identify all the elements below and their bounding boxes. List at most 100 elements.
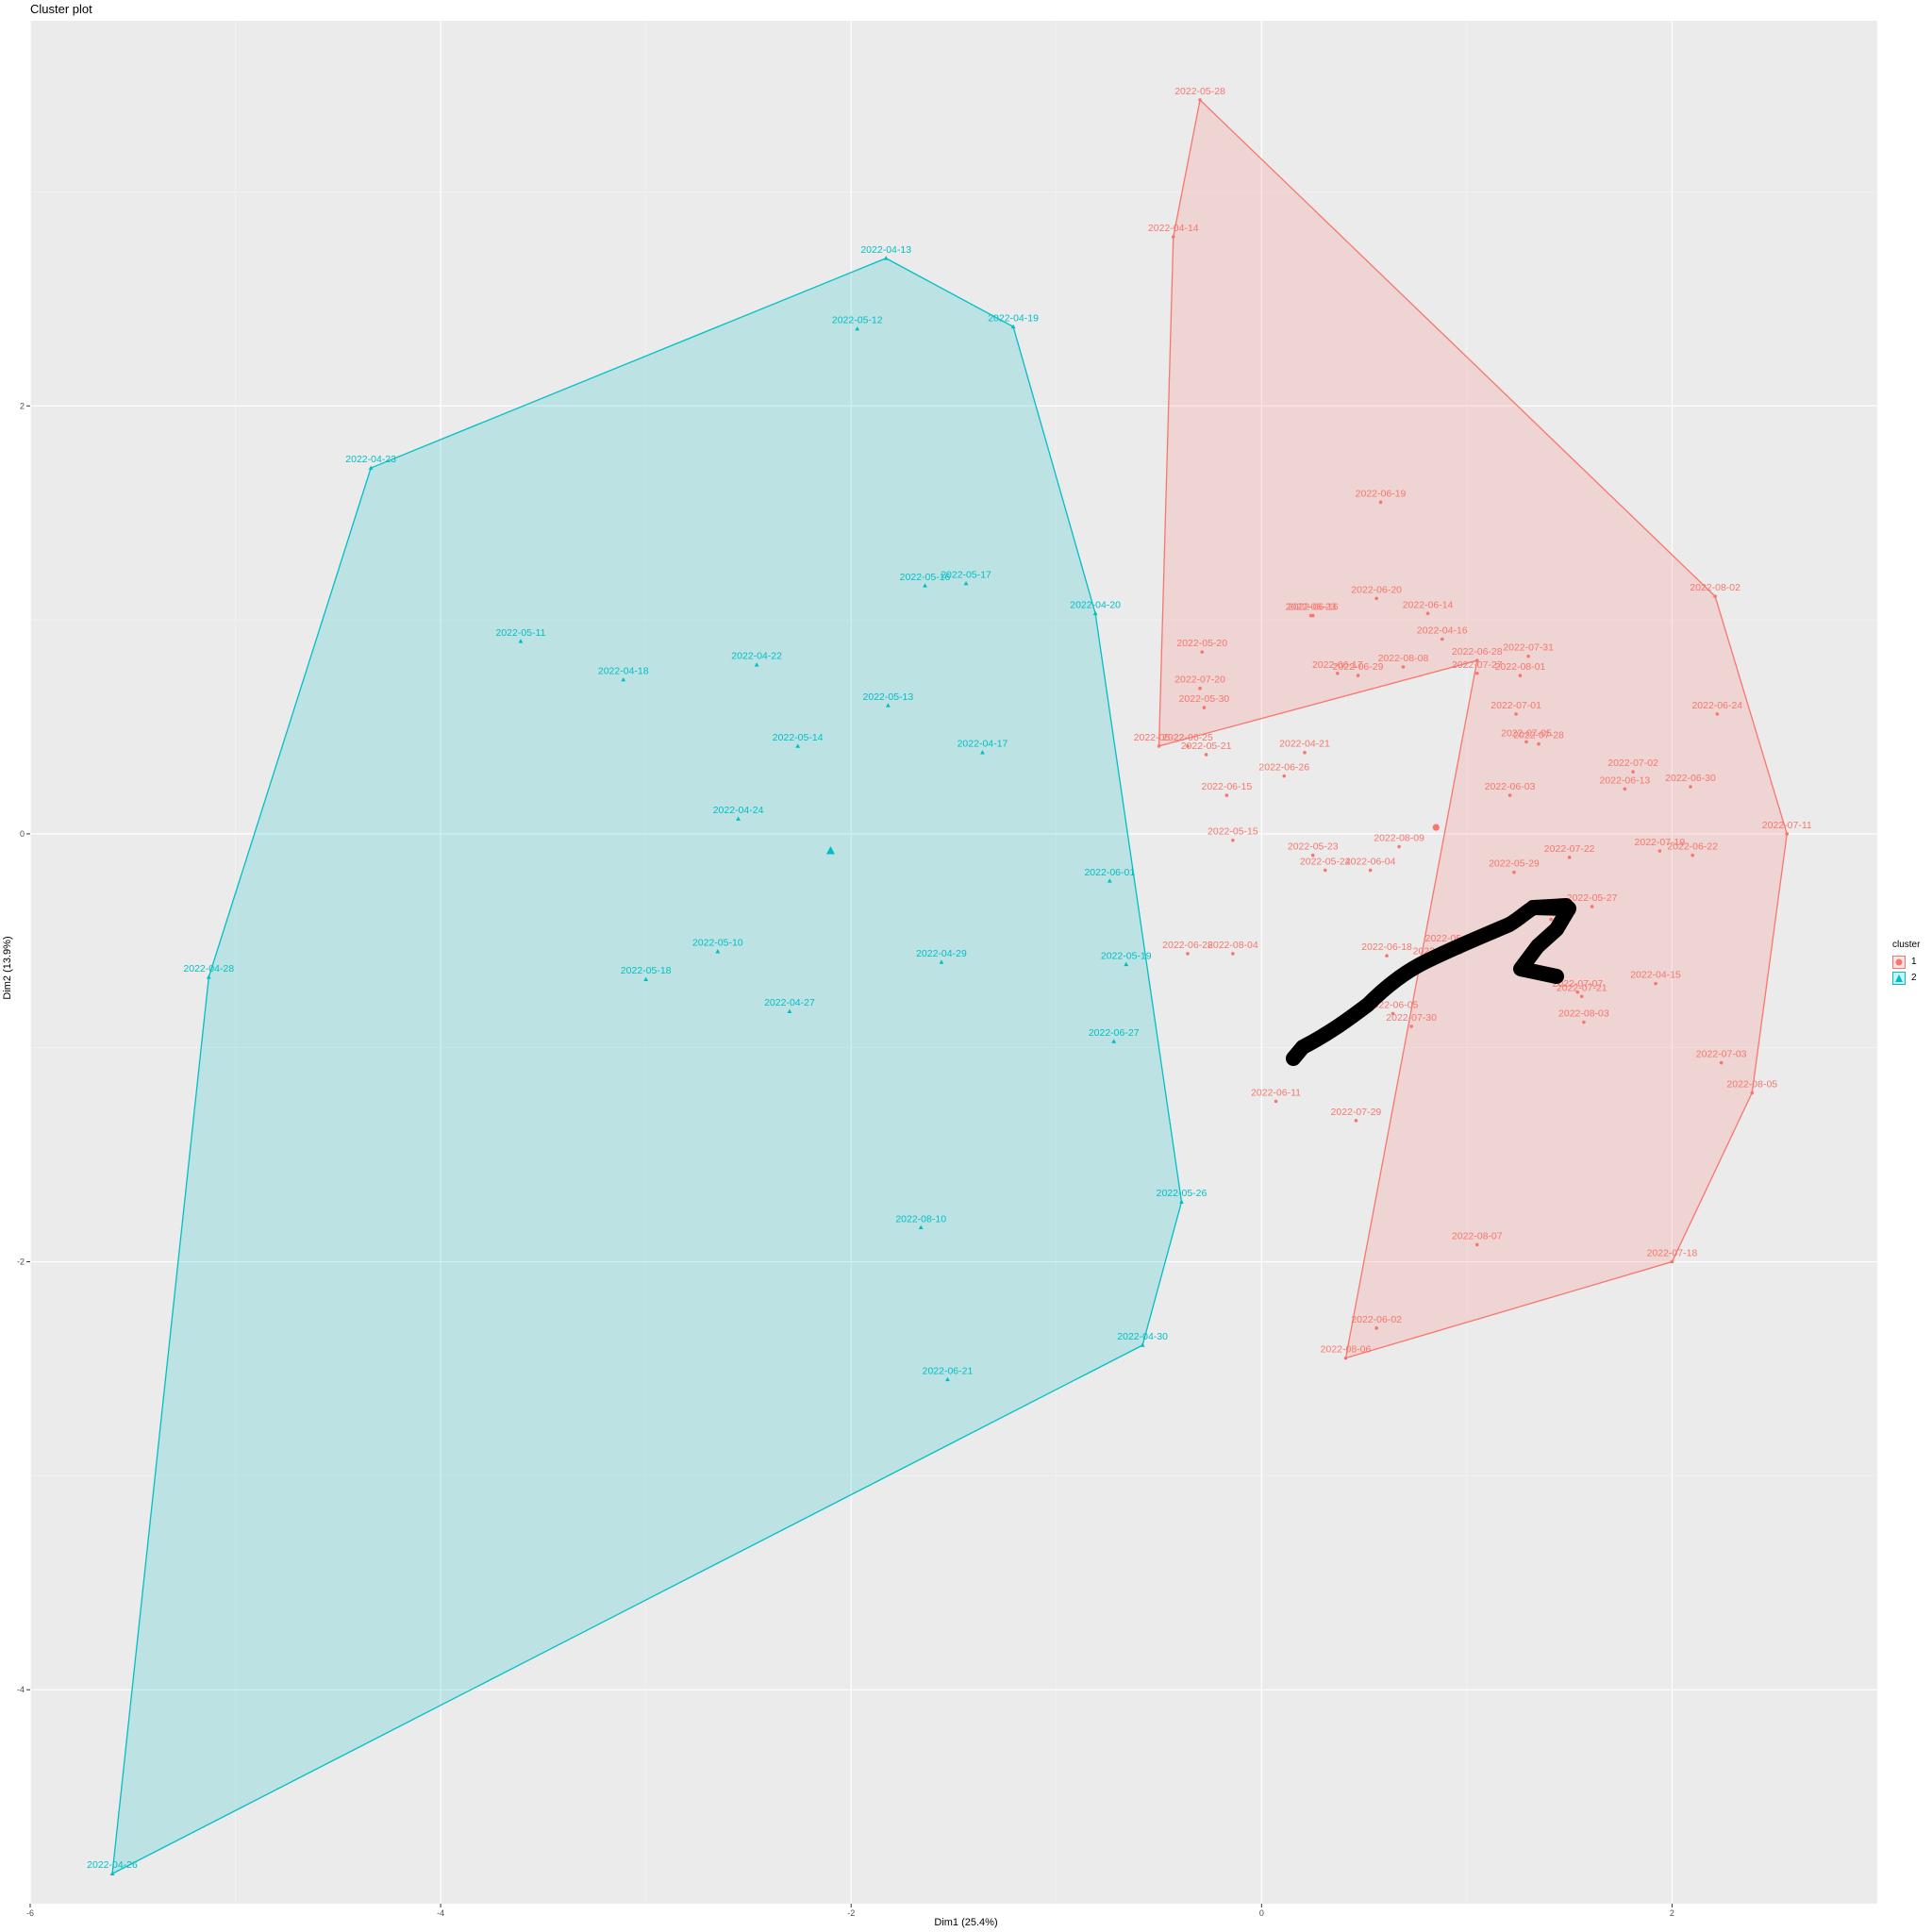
cluster-1-point <box>1715 712 1720 716</box>
cluster-1-point <box>1514 712 1518 716</box>
legend-key-circle-icon <box>1892 955 1906 969</box>
cluster-1-point <box>1198 98 1202 102</box>
point-label: 2022-05-15 <box>1208 826 1258 838</box>
legend-label-1: 1 <box>1911 957 1917 967</box>
cluster-2-point <box>795 743 801 748</box>
point-label: 2022-08-03 <box>1558 1008 1609 1020</box>
point-label: 2022-05-11 <box>495 627 545 639</box>
plot-panel <box>30 21 1877 1904</box>
cluster-2-point <box>736 816 741 821</box>
point-label: 2022-08-06 <box>1321 1344 1372 1356</box>
y-tick-label: 2 <box>20 401 25 410</box>
point-label: 2022-06-28 <box>1162 940 1213 951</box>
point-label: 2022-07-02 <box>1607 758 1658 769</box>
point-label: 2022-07-01 <box>1491 700 1541 711</box>
point-label: 2022-05-22 <box>1134 732 1185 743</box>
cluster-1-point <box>1440 637 1444 641</box>
cluster-2-point <box>1124 961 1129 967</box>
cluster-1-point <box>1657 849 1662 853</box>
cluster-2-point <box>939 959 944 964</box>
cluster-1-point <box>1204 753 1208 757</box>
cluster-1-point <box>1310 613 1315 618</box>
point-label: 2022-08-04 <box>1208 940 1258 951</box>
legend-key-triangle-icon <box>1892 971 1906 985</box>
cluster-1-point <box>1409 1024 1413 1028</box>
cluster-2-point <box>923 583 927 588</box>
point-label: 2022-04-13 <box>860 244 911 256</box>
legend-title: cluster <box>1892 940 1921 950</box>
cluster-1-point <box>1590 905 1594 908</box>
point-label: 2022-06-26 <box>1258 762 1309 774</box>
cluster-1-point <box>1549 917 1553 922</box>
point-label: 2022-04-17 <box>958 739 1008 750</box>
point-label: 2022-07-22 <box>1544 843 1595 855</box>
cluster-1-point <box>1336 671 1340 675</box>
point-label: 2022-08-10 <box>895 1213 946 1224</box>
cluster-2-point <box>518 639 524 643</box>
cluster-1-point <box>1303 750 1307 755</box>
cluster-1-point <box>1397 844 1401 849</box>
point-label: 2022-06-24 <box>1691 700 1742 711</box>
point-label: 2022-07-29 <box>1331 1107 1382 1118</box>
cluster-1-point <box>1425 611 1430 616</box>
cluster-1-point <box>1378 500 1383 505</box>
cluster-1-point <box>1690 853 1694 858</box>
point-label: 2022-04-15 <box>1630 970 1681 981</box>
cluster-2-point <box>206 974 211 979</box>
point-label: 2022-07-11 <box>1762 820 1812 831</box>
point-label: 2022-07-28 <box>1513 730 1564 741</box>
point-label: 2022-05-18 <box>621 965 672 976</box>
cluster-2-centroid <box>825 846 835 855</box>
cluster-2-point <box>754 662 759 667</box>
cluster-1-point <box>1274 1099 1278 1104</box>
cluster-1-point <box>1385 954 1389 958</box>
cluster-2-point <box>883 256 889 260</box>
cluster-2-point <box>855 326 860 331</box>
point-label: 2022-06-02 <box>1351 1314 1402 1325</box>
x-tick-label: -2 <box>847 1908 855 1918</box>
hand-drawn-arrow <box>1286 898 1576 1066</box>
cluster-1-point <box>1282 774 1287 778</box>
point-label: 2022-06-01 <box>1084 867 1135 878</box>
panel-background <box>30 21 1877 1904</box>
cluster-hulls <box>111 98 1788 1875</box>
cluster-1-point <box>1374 596 1378 601</box>
cluster-2-point <box>1179 1199 1184 1204</box>
point-label: 2022-05-23 <box>1288 841 1339 853</box>
point-label: 2022-05-29 <box>1489 858 1540 870</box>
cluster-1-point <box>1401 665 1406 669</box>
point-label: 2022-05-20 <box>1176 638 1227 649</box>
point-label: 2022-04-26 <box>87 1859 138 1871</box>
cluster-1-point <box>1474 671 1479 675</box>
axes: -6 -4 -2 0 2 -4 -2 0 2 <box>17 401 1674 1918</box>
point-label: 2022-06-22 <box>1667 841 1718 853</box>
point-label: 2022-07-05 <box>1501 727 1552 739</box>
cluster-2-point <box>715 949 721 954</box>
point-label: 2022-06-21 <box>923 1365 974 1376</box>
point-label: 2022-07-31 <box>1503 642 1554 654</box>
cluster-2-point <box>1092 610 1098 616</box>
point-label: 2022-07-27 <box>1452 659 1503 671</box>
legend-label-2: 2 <box>1911 973 1917 983</box>
cluster-2-point <box>643 976 649 981</box>
cluster-1-point <box>1474 658 1479 662</box>
point-label: 2022-06-13 <box>1600 774 1651 786</box>
point-label: 2022-08-01 <box>1495 661 1546 673</box>
cluster-1-point <box>1719 1060 1724 1065</box>
point-label: 2022-05-27 <box>1567 892 1618 904</box>
cluster-1-point <box>1171 235 1175 239</box>
point-label: 2022-04-21 <box>1279 739 1330 750</box>
point-label: 2022-04-18 <box>598 666 649 677</box>
cluster-1-point <box>1202 706 1207 709</box>
cluster-2-point <box>109 1871 115 1876</box>
cluster-1-point <box>1231 952 1235 956</box>
cluster-1-point <box>1670 1259 1674 1264</box>
point-label: 2022-04-24 <box>713 805 764 816</box>
cluster-1-point <box>1198 686 1202 691</box>
cluster-2-point <box>980 750 985 755</box>
point-label: 2022-08-02 <box>1690 582 1740 593</box>
cluster-1-point <box>1623 787 1627 791</box>
point-label: 2022-06-03 <box>1485 781 1536 792</box>
point-label: 2022-06-20 <box>1351 584 1402 595</box>
x-axis-title: Dim1 (25.4%) <box>934 1917 998 1928</box>
